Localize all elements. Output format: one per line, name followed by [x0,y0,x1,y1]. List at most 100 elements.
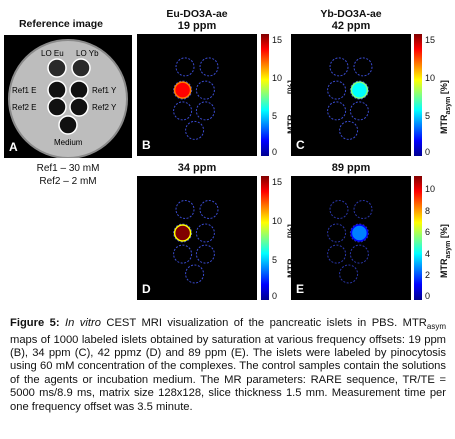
active-tube-signal [173,81,192,99]
caption-sub: asym [426,322,447,332]
colorbar-c: 15 10 5 0 MTRasym [%] [414,34,454,157]
map-svg-d [173,200,219,284]
tube-ref1-e [47,80,67,100]
ppm-label-d: 34 ppm [177,162,217,174]
tube-outline [339,264,359,284]
panel-label-e: E [296,282,305,296]
colorbar-ticks-c: 15 10 5 0 [425,34,439,157]
map-svg-c [327,57,373,140]
tube-label-lo-yb: LO Yb [76,49,99,58]
tube-outline [353,200,373,219]
tube-outline [173,223,193,243]
figure-label: Figure 5: [10,317,60,329]
tick-d-0: 0 [272,291,278,301]
panel-label-d: D [142,282,151,296]
tube-outline [353,57,373,77]
tube-outline [349,223,369,243]
ppm-label-c: 42 ppm [331,20,371,32]
tube-outline [173,101,193,121]
reference-panel: LO Eu LO Yb Ref1 E Ref2 E Ref1 Y Ref2 Y … [4,35,132,158]
tube-outline [173,80,193,100]
tick-d-5: 5 [272,255,278,265]
tick-b-0: 0 [272,147,278,157]
tube-outline [185,120,205,140]
colorbar-d: 15 10 5 0 MTRasym [%] [261,176,303,301]
tube-medium [58,115,78,135]
ppm-label-e: 89 ppm [331,162,371,174]
ref1-note: Ref1 – 30 mM [36,163,100,174]
tube-ref1-y [69,80,89,100]
tube-outline [327,223,347,243]
tube-lo-eu [47,58,67,78]
tube-outline [195,244,215,264]
tick-e-8: 8 [425,206,431,216]
active-tube-signal [173,224,192,242]
tube-outline [173,244,193,264]
map-svg-b [173,57,219,140]
tick-d-10: 10 [272,216,283,226]
ref2-note: Ref2 – 2 mM [39,176,97,187]
reference-image-header: Reference image [18,18,104,30]
tube-label-ref2-y: Ref2 Y [92,103,117,112]
cest-map-b: B [137,34,257,156]
panel-label-a: A [9,140,18,154]
tick-b-15: 15 [272,35,283,45]
tube-outline [339,120,359,140]
tube-outline [329,57,349,77]
tube-label-ref2-e: Ref2 E [12,103,36,112]
panel-label-c: C [296,138,305,152]
tick-c-0: 0 [425,147,431,157]
colorbar-gradient-d [261,176,269,300]
tick-c-10: 10 [425,73,436,83]
tick-b-10: 10 [272,73,283,83]
tube-outline [349,80,369,100]
colorbar-ticks-d: 15 10 5 0 [272,176,286,301]
phantom-rim [8,39,128,158]
phantom-disk [9,40,127,158]
tick-c-5: 5 [425,111,431,121]
tick-e-2: 2 [425,270,431,280]
tube-lo-yb [71,58,91,78]
figure-caption: Figure 5: In vitro CEST MRI visualizatio… [10,317,446,414]
colorbar-gradient-e [414,176,422,300]
colorbar-e: 10 8 6 4 2 0 MTRasym [%] [414,176,454,301]
map-svg-e [327,200,373,284]
tube-outline [199,200,219,219]
cest-map-d: D [137,176,257,300]
tick-d-15: 15 [272,177,283,187]
reference-phantom: LO Eu LO Yb Ref1 E Ref2 E Ref1 Y Ref2 Y … [8,39,128,158]
tube-outline [327,244,347,264]
panel-label-b: B [142,138,151,152]
tube-outline [199,57,219,77]
tick-c-15: 15 [425,35,436,45]
caption-italic: In vitro [65,317,101,329]
tube-outline [195,223,215,243]
tube-outline [185,264,205,284]
active-tube-signal [350,81,369,99]
tube-outline [327,101,347,121]
tube-outline [195,80,215,100]
colorbar-title-c: MTRasym [%] [439,80,452,134]
colorbar-ticks-b: 15 10 5 0 [272,34,286,157]
eu-header: Eu-DO3A-ae [166,8,228,20]
yb-header: Yb-DO3A-ae [320,8,382,20]
reference-notes: Ref1 – 30 mM Ref2 – 2 mM [4,162,132,188]
tube-ref2-e [47,97,67,117]
cest-map-c: C [291,34,411,156]
tube-outline [175,200,195,219]
tube-label-ref1-y: Ref1 Y [92,86,117,95]
tick-e-6: 6 [425,227,431,237]
colorbar-b: 15 10 5 0 MTRasym [%] [261,34,303,157]
tube-outline [327,80,347,100]
tick-b-5: 5 [272,111,278,121]
colorbar-title-e: MTRasym [%] [439,224,452,278]
caption-part1: CEST MRI visualization of the pancreatic… [100,317,427,329]
tube-outline [349,101,369,121]
colorbar-gradient-b [261,34,269,156]
cest-map-e: E [291,176,411,300]
colorbar-ticks-e: 10 8 6 4 2 0 [425,176,439,301]
tube-outline [175,57,195,77]
tube-label-lo-eu: LO Eu [41,49,64,58]
caption-part2: maps of 1000 labeled islets obtained by … [10,333,446,413]
colorbar-gradient-c [414,34,422,156]
